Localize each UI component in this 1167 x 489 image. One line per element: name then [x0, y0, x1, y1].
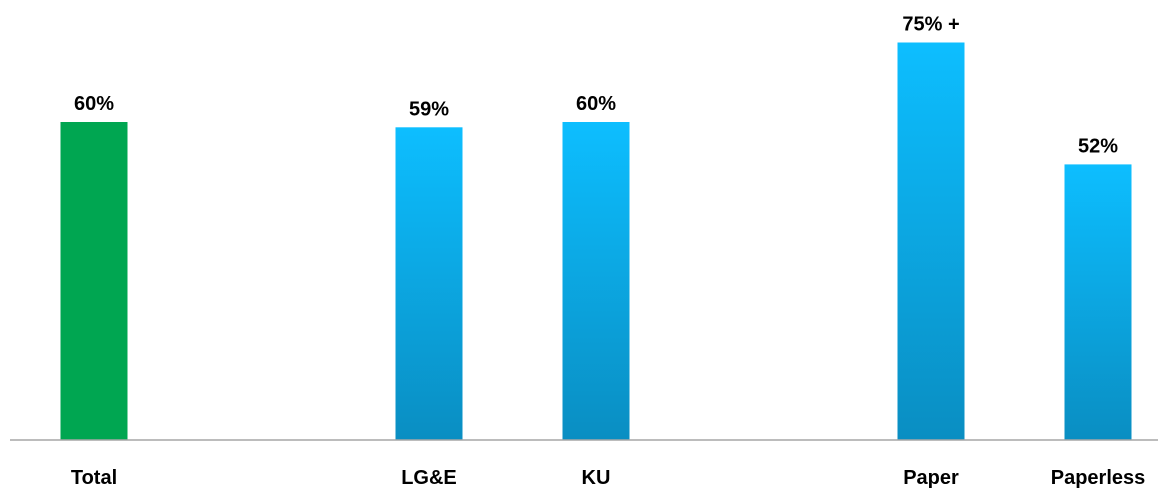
labels-layer: 60% 59% 60% 75% + 52%	[74, 14, 1118, 158]
data-label-ku: 60%	[576, 93, 616, 115]
category-labels: Total LG&E KU Paper Paperless	[71, 467, 1145, 489]
bars-layer	[60, 42, 1132, 441]
category-label-total: Total	[71, 467, 117, 489]
bar-total	[60, 122, 128, 440]
category-label-paperless: Paperless	[1051, 467, 1146, 489]
data-label-lg-e: 59%	[409, 98, 449, 120]
category-label-lg-e: LG&E	[401, 467, 457, 489]
category-label-ku: KU	[582, 467, 611, 489]
category-label-paper: Paper	[903, 467, 959, 489]
bar-lg-e	[395, 127, 463, 441]
bar-paper	[897, 42, 965, 440]
bar-paperless	[1064, 164, 1132, 440]
data-label-total: 60%	[74, 93, 114, 115]
data-label-paper: 75% +	[902, 14, 959, 36]
data-label-paperless: 52%	[1078, 135, 1118, 157]
bar-ku	[562, 122, 630, 440]
